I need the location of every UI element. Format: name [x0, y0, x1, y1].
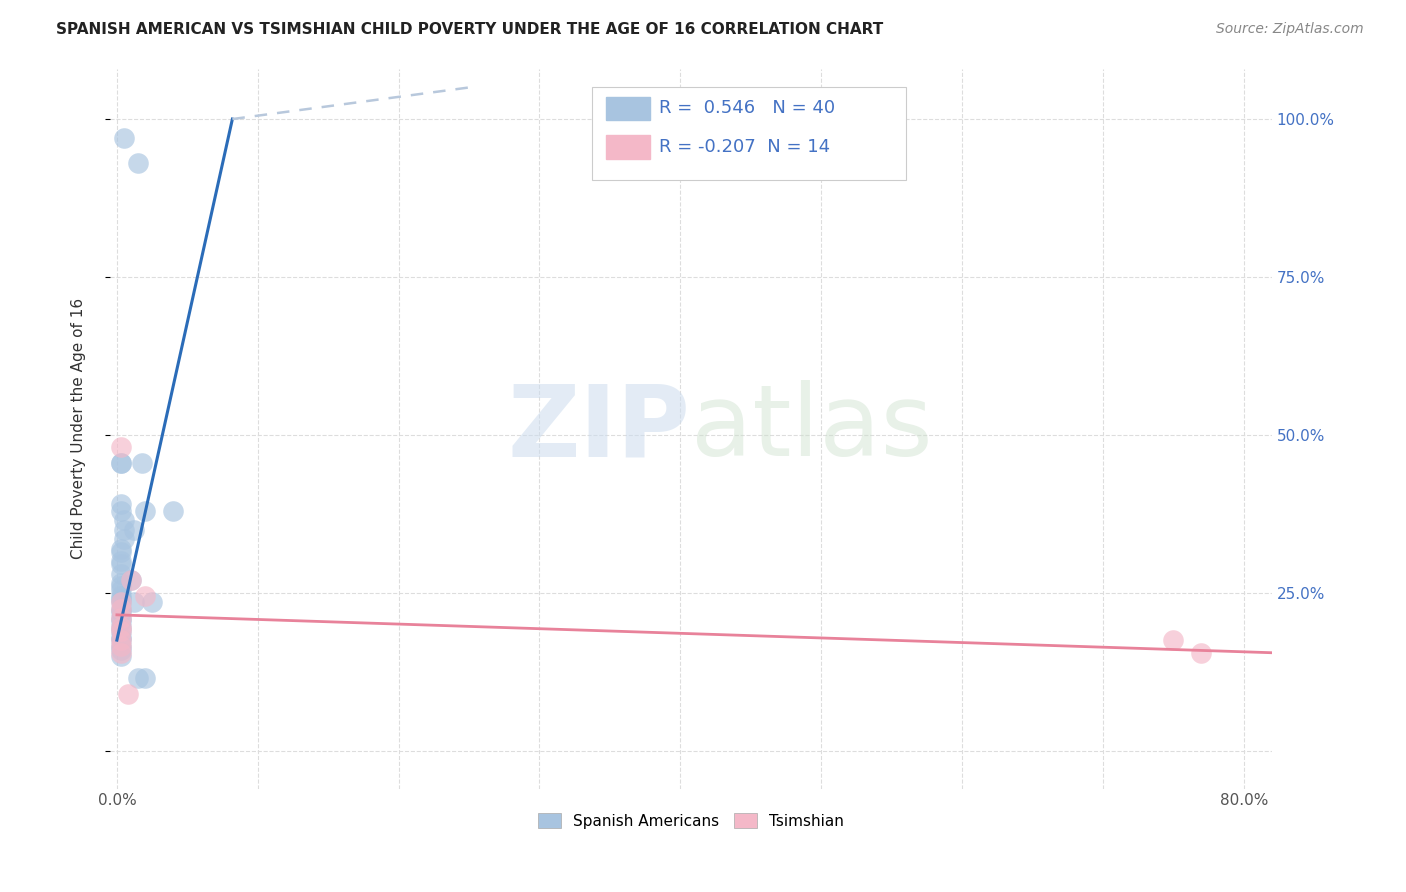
Text: R =  0.546   N = 40: R = 0.546 N = 40	[659, 99, 835, 117]
Point	[112, 513, 135, 527]
Point	[110, 640, 132, 654]
Point	[120, 573, 142, 587]
Point	[1161, 633, 1184, 648]
Point	[120, 573, 142, 587]
Point	[110, 456, 132, 470]
Point	[162, 503, 184, 517]
Point	[110, 544, 132, 558]
Point	[110, 503, 132, 517]
Text: ZIP: ZIP	[508, 380, 690, 477]
Point	[122, 595, 145, 609]
Point	[110, 611, 132, 625]
Point	[112, 131, 135, 145]
Point	[110, 640, 132, 654]
Point	[110, 601, 132, 615]
Point	[112, 523, 135, 537]
Point	[110, 642, 132, 657]
Point	[110, 620, 132, 634]
Point	[110, 497, 132, 511]
Point	[110, 595, 132, 609]
Point	[110, 566, 132, 581]
Point	[127, 671, 149, 685]
Point	[110, 624, 132, 638]
Point	[110, 441, 132, 455]
Point	[110, 620, 132, 634]
Text: SPANISH AMERICAN VS TSIMSHIAN CHILD POVERTY UNDER THE AGE OF 16 CORRELATION CHAR: SPANISH AMERICAN VS TSIMSHIAN CHILD POVE…	[56, 22, 883, 37]
Point	[110, 554, 132, 568]
Point	[127, 156, 149, 170]
Point	[117, 687, 139, 701]
Point	[131, 456, 153, 470]
FancyBboxPatch shape	[606, 136, 650, 159]
Point	[110, 541, 132, 556]
Y-axis label: Child Poverty Under the Age of 16: Child Poverty Under the Age of 16	[72, 298, 86, 559]
Point	[134, 589, 156, 603]
Point	[110, 646, 132, 660]
Point	[110, 624, 132, 638]
Point	[112, 532, 135, 546]
Legend: Spanish Americans, Tsimshian: Spanish Americans, Tsimshian	[531, 806, 851, 835]
Point	[110, 589, 132, 603]
Text: Source: ZipAtlas.com: Source: ZipAtlas.com	[1216, 22, 1364, 37]
Point	[110, 605, 132, 619]
Point	[110, 558, 132, 572]
Point	[110, 633, 132, 648]
Text: atlas: atlas	[690, 380, 932, 477]
Point	[110, 648, 132, 663]
Point	[134, 671, 156, 685]
Point	[110, 630, 132, 644]
Text: R = -0.207  N = 14: R = -0.207 N = 14	[659, 138, 831, 156]
Point	[110, 633, 132, 648]
Point	[110, 614, 132, 628]
FancyBboxPatch shape	[592, 87, 905, 180]
Point	[110, 611, 132, 625]
Point	[110, 456, 132, 470]
Point	[122, 523, 145, 537]
Point	[110, 582, 132, 597]
Point	[110, 592, 132, 607]
Point	[134, 503, 156, 517]
Point	[141, 595, 163, 609]
Point	[110, 601, 132, 615]
Point	[110, 595, 132, 609]
Point	[110, 576, 132, 591]
Point	[110, 579, 132, 593]
FancyBboxPatch shape	[606, 96, 650, 120]
Point	[1191, 646, 1213, 660]
